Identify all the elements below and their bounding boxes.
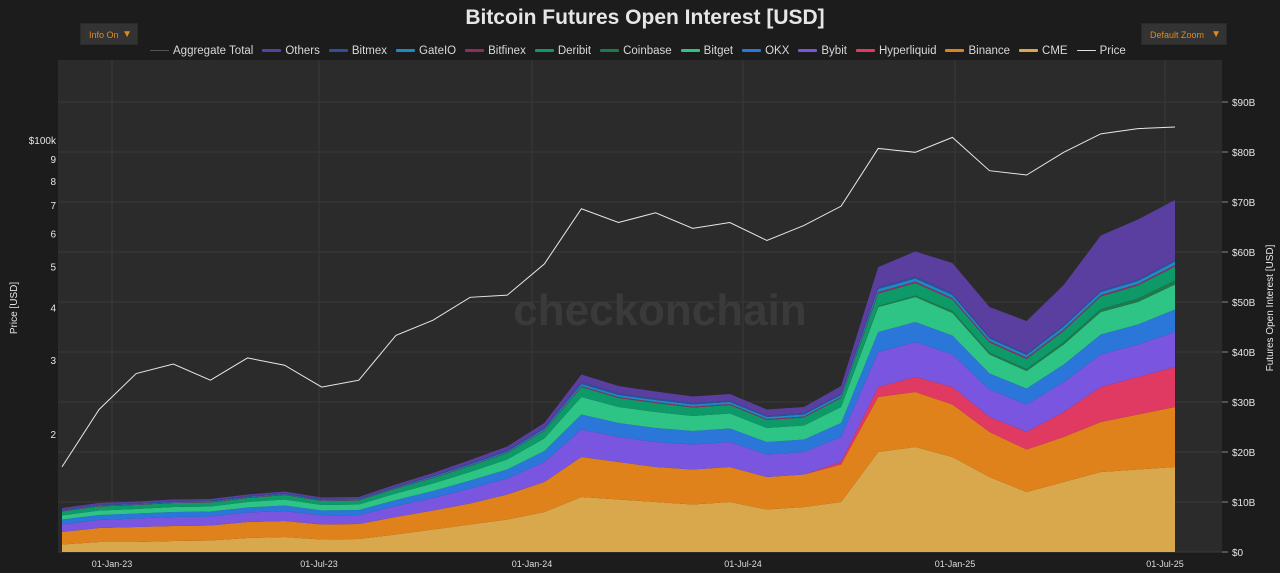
y-right-tick-label: $10B	[1232, 498, 1256, 509]
legend-label: GateIO	[419, 45, 457, 57]
legend-swatch	[262, 49, 282, 53]
x-tick-label: 01-Jan-25	[935, 559, 976, 569]
watermark: checkonchain	[513, 286, 806, 335]
legend-label: Hyperliquid	[878, 45, 937, 57]
area-bybit	[62, 332, 1175, 532]
zoom-dropdown[interactable]: Default Zoom ▼	[1141, 23, 1227, 45]
x-tick-label: 01-Jul-23	[300, 559, 338, 569]
legend-label: Coinbase	[623, 45, 672, 57]
y-left-tick-label: 2	[50, 430, 56, 441]
legend-item[interactable]: Others	[262, 45, 320, 57]
y-left-tick-label: 4	[50, 303, 56, 314]
chart-legend: Aggregate Total Others Bitmex GateIO Bitfine…	[150, 45, 1135, 57]
chevron-down-icon: ▼	[1211, 29, 1221, 40]
legend-label: Others	[285, 45, 320, 57]
y-right-tick-label: $20B	[1232, 448, 1256, 459]
legend-swatch	[600, 49, 620, 53]
y-right-tick-label: $30B	[1232, 398, 1256, 409]
y-right-tick-label: $0	[1232, 548, 1244, 559]
legend-swatch	[680, 49, 700, 53]
y-right-tick-label: $60B	[1232, 248, 1256, 259]
legend-item[interactable]: Hyperliquid	[855, 45, 937, 57]
legend-swatch	[1019, 49, 1039, 53]
legend-item[interactable]: Coinbase	[600, 45, 672, 57]
legend-label: Deribit	[557, 45, 592, 57]
legend-swatch	[855, 49, 875, 53]
legend-label: Bybit	[821, 45, 847, 57]
y-left-tick-label: 7	[50, 201, 56, 212]
x-tick-label: 01-Jan-23	[92, 559, 133, 569]
legend-label: OKX	[765, 45, 790, 57]
y-right-tick-label: $70B	[1232, 198, 1256, 209]
price-line	[61, 126, 1176, 468]
legend-item[interactable]: Aggregate Total	[150, 45, 253, 57]
y-left-tick-label: 8	[50, 177, 56, 188]
x-tick-label: 01-Jul-24	[724, 559, 762, 569]
legend-item[interactable]: Binance	[945, 45, 1010, 57]
legend-swatch	[150, 50, 169, 52]
chevron-down-icon: ▼	[122, 29, 132, 40]
legend-swatch	[396, 49, 416, 53]
legend-label: CME	[1042, 45, 1068, 57]
legend-label: Bitget	[703, 45, 734, 57]
y-left-tick-label: 6	[50, 229, 56, 240]
y-right-tick-label: $50B	[1232, 298, 1256, 309]
y-right-tick-label: $40B	[1232, 348, 1256, 359]
y-left-tick-label: 5	[50, 263, 56, 274]
y-right-tick-label: $90B	[1232, 98, 1256, 109]
legend-item[interactable]: Bitget	[680, 45, 734, 57]
x-tick-label: 01-Jan-24	[512, 559, 553, 569]
legend-item[interactable]: OKX	[742, 45, 789, 57]
info-toggle-label: Info On	[89, 30, 119, 40]
y-left-tick-label: 9	[50, 155, 56, 166]
y-right-tick-label: $80B	[1232, 148, 1256, 159]
x-tick-label: 01-Jul-25	[1146, 559, 1184, 569]
legend-label: Bitfinex	[488, 45, 526, 57]
legend-item[interactable]: Bitfinex	[465, 45, 526, 57]
legend-item[interactable]: Price	[1076, 45, 1126, 57]
y-left-tick-label: $100k	[29, 136, 57, 147]
legend-swatch	[465, 49, 485, 53]
legend-swatch	[1076, 50, 1096, 52]
legend-swatch	[742, 49, 762, 53]
legend-item[interactable]: GateIO	[396, 45, 456, 57]
legend-swatch	[328, 49, 348, 53]
info-toggle-dropdown[interactable]: Info On ▼	[80, 23, 138, 45]
right-axis-label: Futures Open Interest [USD]	[1265, 244, 1276, 371]
legend-label: Binance	[968, 45, 1011, 57]
legend-swatch	[945, 49, 965, 53]
legend-item[interactable]: CME	[1019, 45, 1068, 57]
legend-label: Price	[1099, 45, 1126, 57]
area-others	[62, 200, 1175, 510]
legend-label: Bitmex	[351, 45, 388, 57]
chart-title: Bitcoin Futures Open Interest [USD]	[465, 6, 825, 29]
y-left-tick-label: 3	[50, 356, 56, 367]
legend-item[interactable]: Deribit	[534, 45, 592, 57]
zoom-label: Default Zoom	[1150, 30, 1205, 40]
legend-swatch	[798, 49, 818, 53]
legend-item[interactable]: Bybit	[798, 45, 847, 57]
legend-swatch	[534, 49, 554, 53]
legend-item[interactable]: Bitmex	[328, 45, 388, 57]
legend-label: Aggregate Total	[173, 45, 254, 57]
area-binance	[62, 392, 1175, 545]
left-axis-label: Price [USD]	[9, 282, 20, 334]
